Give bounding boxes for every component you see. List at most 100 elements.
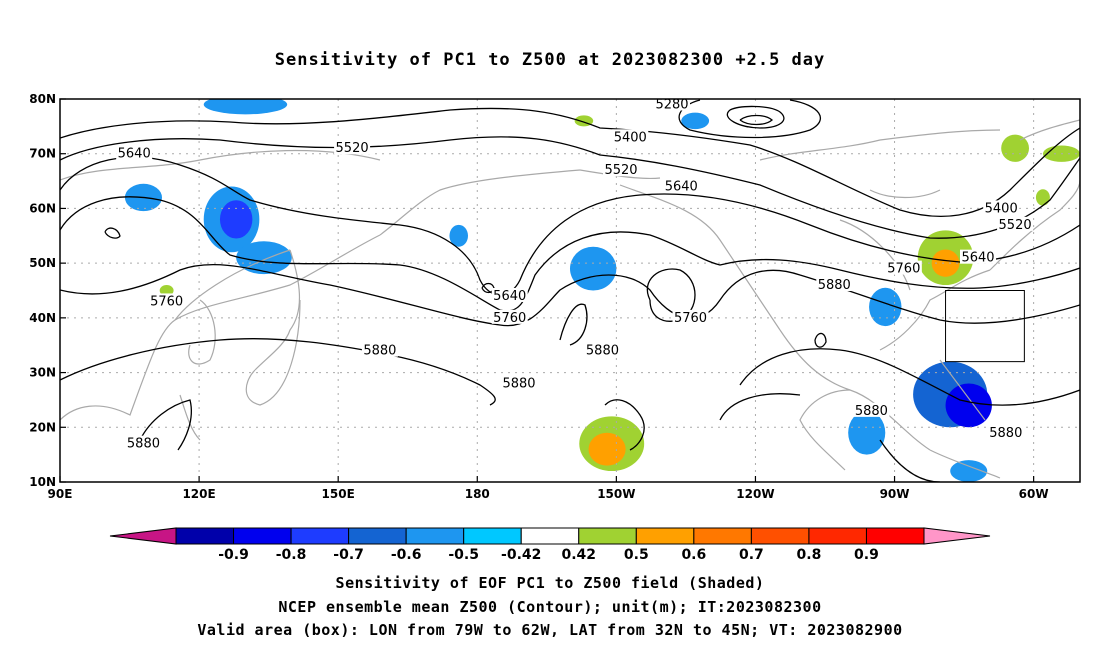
contour-label: 5520 [999, 218, 1032, 233]
colorbar-swatch [175, 527, 235, 545]
contour-label: 5760 [150, 294, 183, 309]
sensitivity-patch [219, 200, 253, 239]
contour-label-bg [361, 342, 398, 357]
sensitivity-patch [950, 460, 988, 482]
contour-label: 5280 [655, 97, 688, 112]
lon-tick-label: 60W [1019, 487, 1049, 501]
plot-frame [59, 98, 1081, 483]
contour-label-bg [116, 145, 153, 160]
lon-tick-label: 120W [736, 487, 774, 501]
sensitivity-patch [588, 432, 626, 466]
colorbar-swatch [405, 527, 465, 545]
colorbar-label: 0.9 [854, 547, 879, 563]
contour-label: 5640 [665, 180, 698, 195]
caption-line-2: NCEP ensemble mean Z500 (Contour); unit(… [278, 598, 822, 616]
caption-line-3: Valid area (box): LON from 79W to 62W, L… [197, 621, 903, 639]
colorbar-swatch [290, 527, 350, 545]
sensitivity-patch [1035, 189, 1050, 206]
contour-label-bg [501, 375, 537, 390]
colorbar-label: 0.6 [681, 547, 706, 563]
plot-area [60, 99, 1080, 482]
colorbar-swatch [463, 527, 522, 545]
lat-tick-label: 30N [29, 366, 56, 380]
colorbar-swatch [233, 527, 292, 545]
contour-label-bg [491, 287, 528, 302]
contour-label-bg [987, 424, 1024, 439]
colorbar-swatch [578, 527, 637, 545]
contour-label: 5760 [887, 262, 920, 277]
caption-line-1: Sensitivity of EOF PC1 to Z500 field (Sh… [335, 574, 765, 592]
contour-label: 5880 [502, 377, 535, 392]
lon-tick-label: 90W [880, 487, 910, 501]
contour-label: 5400 [614, 130, 647, 145]
sensitivity-patch [449, 224, 468, 247]
contour-label-bg [983, 200, 1020, 215]
colorbar-label: -0.6 [391, 547, 422, 563]
sensitivity-patch [159, 285, 174, 296]
lat-tick-label: 80N [29, 92, 56, 106]
lon-tick-label: 120E [182, 487, 215, 501]
contour-label-bg [663, 178, 700, 193]
contour-label: 5400 [985, 201, 1018, 216]
lat-tick-label: 50N [29, 256, 56, 270]
contour-label: 5880 [989, 426, 1022, 441]
contour-label-bg [816, 277, 853, 292]
colorbar-label: -0.7 [333, 547, 364, 563]
lon-tick-label: 180 [465, 487, 490, 501]
lat-tick-label: 10N [29, 475, 56, 489]
colorbar-label: 0.7 [739, 547, 764, 563]
sensitivity-patch [681, 112, 710, 130]
contour-label-bg [584, 342, 621, 357]
contour-label-bg [148, 293, 185, 308]
sensitivity-patch [945, 383, 992, 428]
lat-tick-label: 20N [29, 420, 56, 434]
colorbar-label: -0.9 [218, 547, 249, 563]
colorbar-swatch [865, 527, 925, 545]
colorbar-end-high [923, 527, 991, 545]
contour-label-bg [603, 162, 639, 177]
contour-label-bg [125, 435, 162, 450]
contour-label-bg [334, 140, 371, 155]
contour-label: 5880 [818, 278, 851, 293]
sensitivity-patch [848, 410, 886, 455]
colorbar-end-low [109, 527, 177, 545]
contour-label-bg [612, 129, 649, 144]
lat-tick-label: 40N [29, 311, 56, 325]
colorbar-swatch [348, 527, 407, 545]
contour-label: 5520 [336, 141, 369, 156]
contour-label: 5640 [961, 251, 994, 266]
colorbar-label: -0.5 [448, 547, 479, 563]
contour-label: 5880 [363, 344, 396, 359]
sensitivity-patch [931, 249, 960, 277]
lat-tick-label: 70N [29, 147, 56, 161]
colorbar-label: 0.42 [561, 547, 596, 563]
colorbar-label: 0.8 [797, 547, 822, 563]
colorbar-label: 0.5 [624, 547, 649, 563]
contour-label-bg [885, 260, 922, 275]
contour-label: 5640 [118, 147, 151, 162]
contour-label: 5760 [674, 311, 707, 326]
sensitivity-patch [203, 99, 288, 115]
lon-tick-label: 150W [597, 487, 635, 501]
contour-label: 5880 [127, 437, 160, 452]
lon-tick-label: 150E [322, 487, 355, 501]
colorbar-swatch [635, 527, 695, 545]
lon-tick-label: 90E [48, 487, 73, 501]
contour-label-bg [997, 216, 1034, 231]
colorbar-label: -0.8 [276, 547, 307, 563]
contour-label-bg [960, 249, 996, 264]
contour-label: 5880 [855, 404, 888, 419]
lat-tick-label: 60N [29, 201, 56, 215]
colorbar-swatch [693, 527, 752, 545]
contour-label-bg [491, 309, 528, 324]
contour-label-bg [654, 96, 690, 111]
contour-label: 5880 [586, 344, 619, 359]
contour-label-bg [853, 402, 890, 417]
chart-title: Sensitivity of PC1 to Z500 at 2023082300… [274, 50, 826, 70]
sensitivity-patch [869, 287, 902, 327]
colorbar: -0.9 -0.8 -0.7 -0.6 -0.5 -0.42 0.42 0.5 0.6 0.7 0.… [109, 527, 991, 563]
colorbar-swatch [808, 527, 867, 545]
contour-label: 5760 [493, 311, 526, 326]
